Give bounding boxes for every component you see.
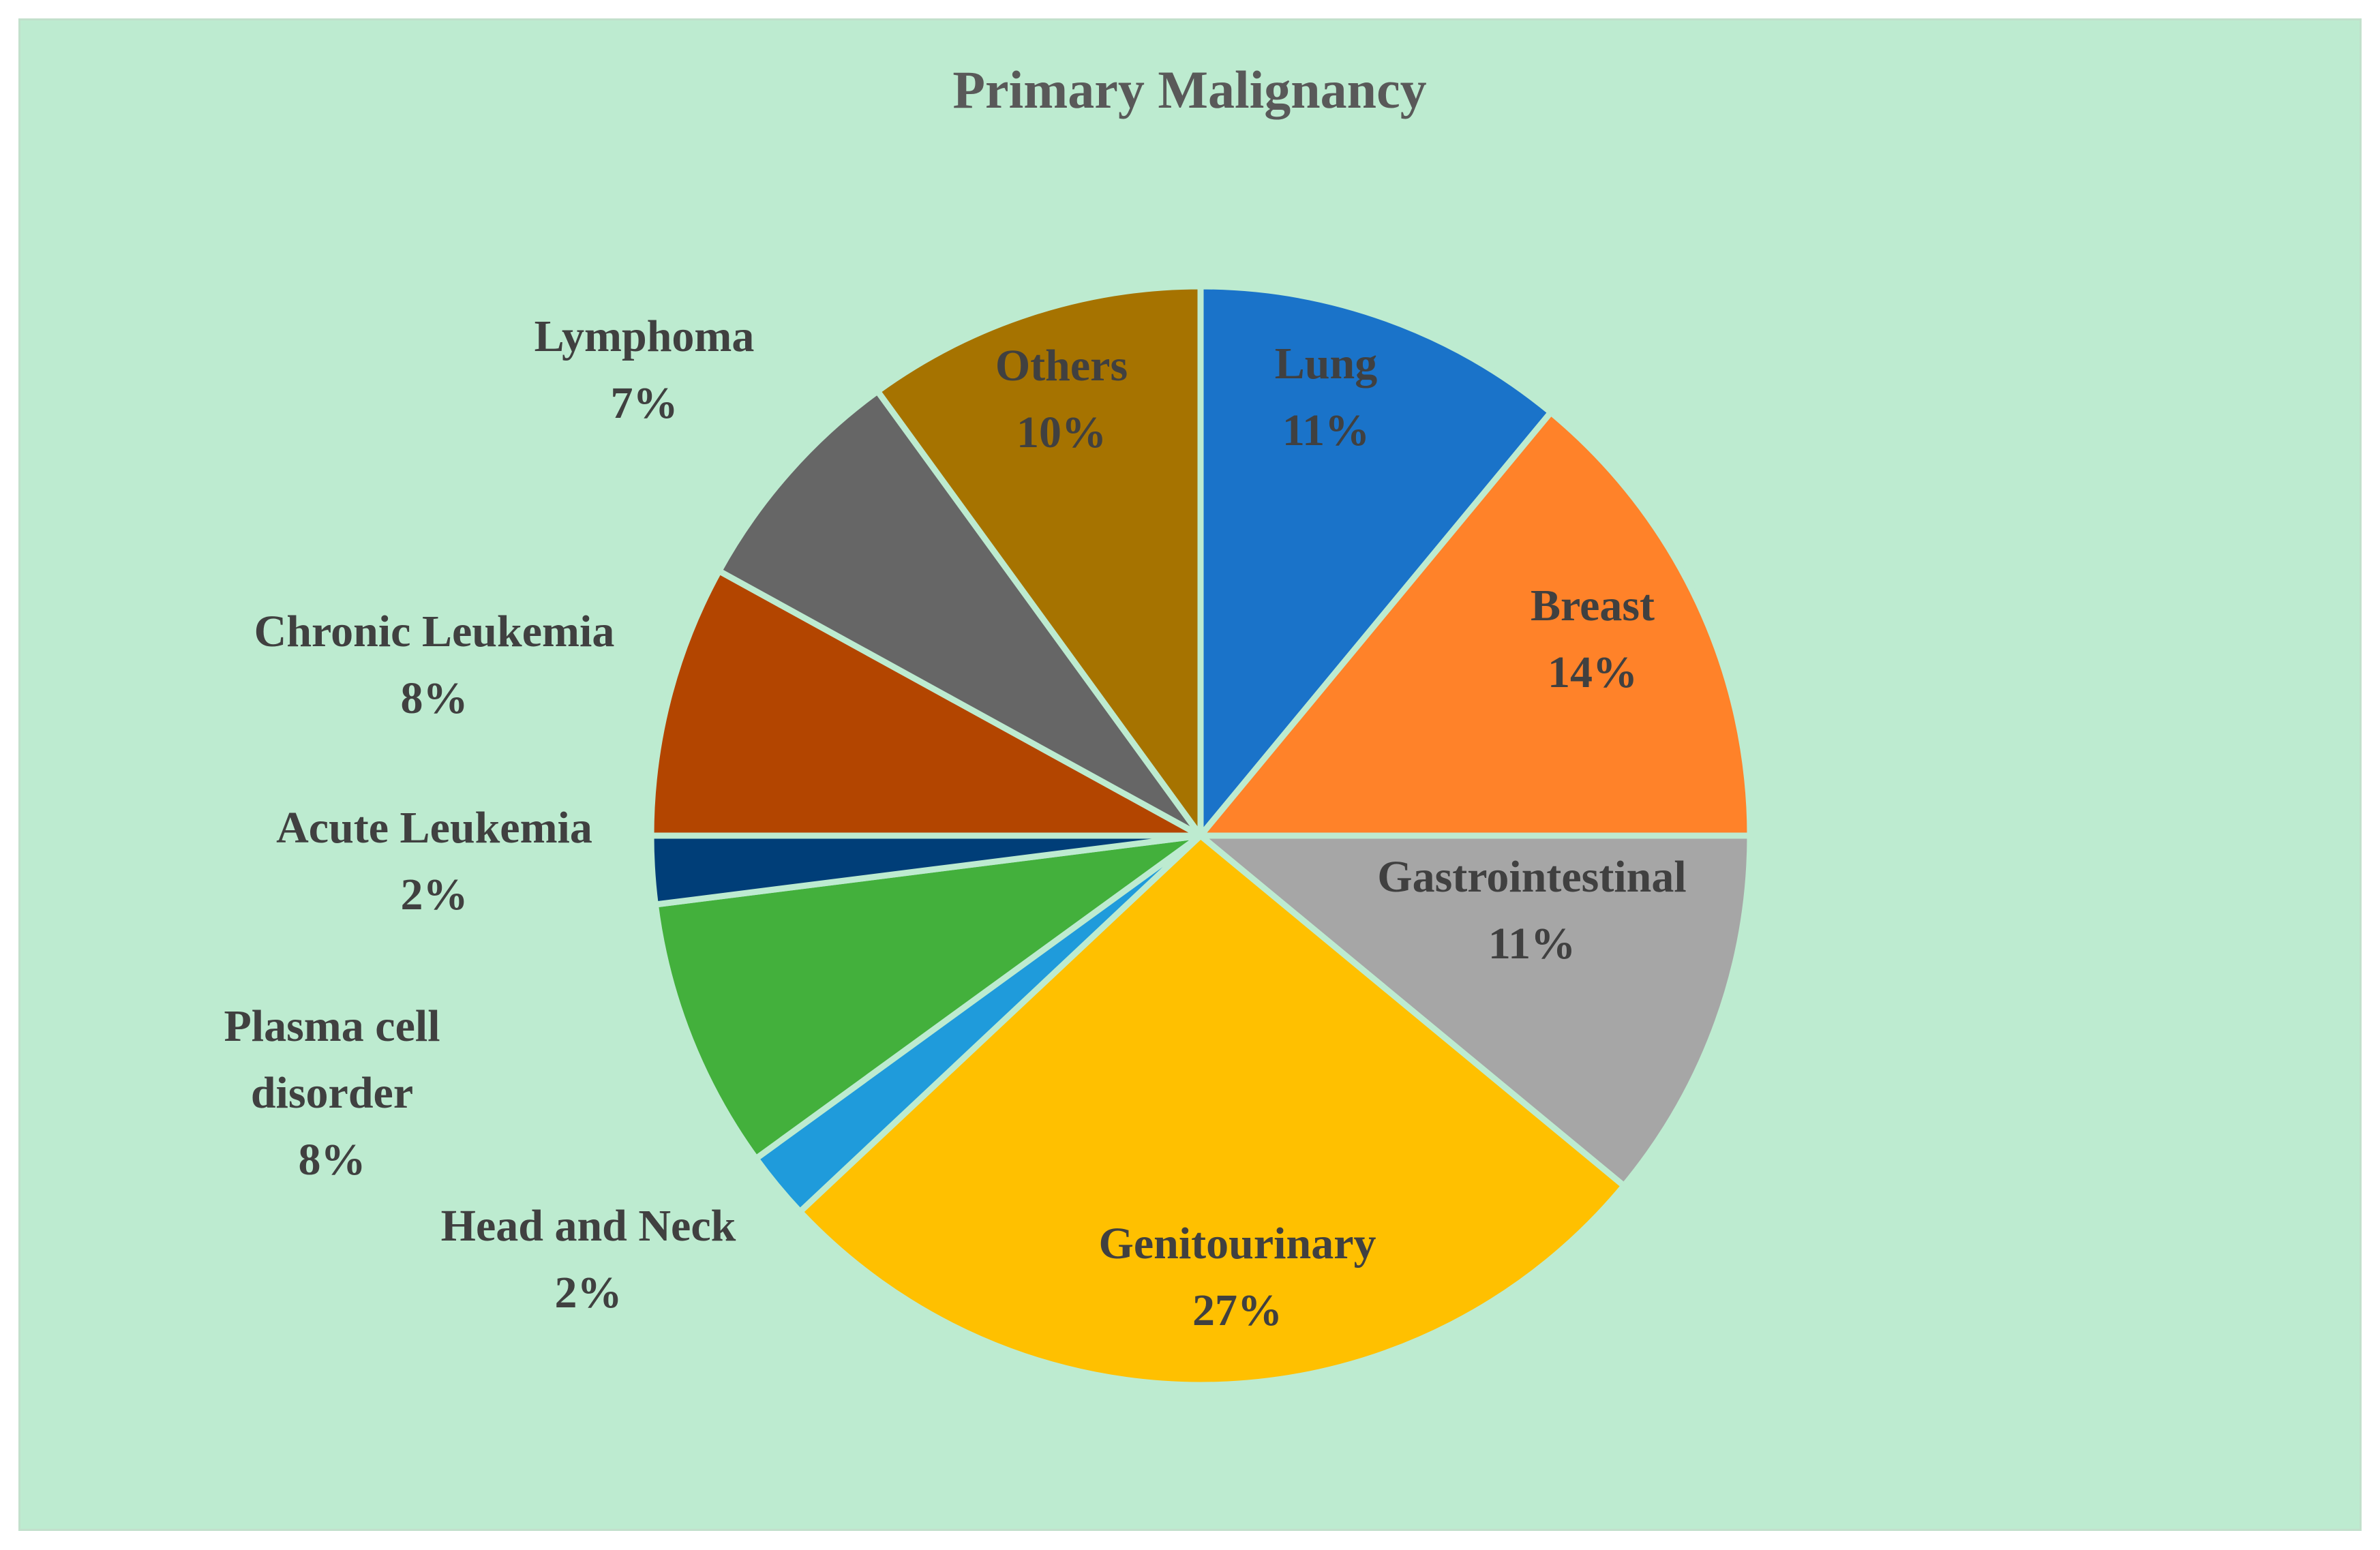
data-label-others: Others 10% (995, 341, 1128, 457)
pie-chart: Primary Malignancy Lung 11% Breast 14% Gastr… (224, 60, 1753, 1388)
pie-slices (648, 283, 1753, 1388)
pie-slice-plasma-cell-disorder (652, 832, 1204, 1162)
pie-slice-others (874, 283, 1204, 839)
pie-slice-gastrointestinal (1197, 832, 1753, 1189)
pie-slice-lymphoma (716, 388, 1204, 839)
pie-slice-lung (1197, 283, 1554, 839)
chart-area: Primary Malignancy Lung 11% Breast 14% Gastr… (18, 18, 2362, 1531)
pie-slice-breast (1197, 409, 1753, 839)
data-label-genitourinary: Genitourinary 27% (1099, 1219, 1376, 1335)
data-label-head-and-neck: Head and Neck 2% (441, 1201, 736, 1318)
data-label-plasma-cell-disorder: Plasma cell disorder 8% (224, 1001, 440, 1185)
pie-labels: Lung 11% Breast 14% Gastrointestinal 11% Genit… (224, 311, 1686, 1335)
data-label-breast: Breast 14% (1531, 581, 1655, 697)
chart-title: Primary Malignancy (952, 60, 1426, 119)
data-label-chronic-leukemia: Chronic Leukemia 8% (254, 607, 615, 723)
pie-slice-genitourinary (796, 832, 1627, 1388)
data-label-lung: Lung 11% (1275, 339, 1377, 455)
pie-slice-chronic-leukemia (648, 568, 1204, 839)
data-label-gastrointestinal: Gastrointestinal 11% (1377, 852, 1686, 969)
data-label-lymphoma: Lymphoma 7% (534, 311, 755, 428)
data-label-acute-leukemia: Acute Leukemia 2% (276, 803, 592, 920)
